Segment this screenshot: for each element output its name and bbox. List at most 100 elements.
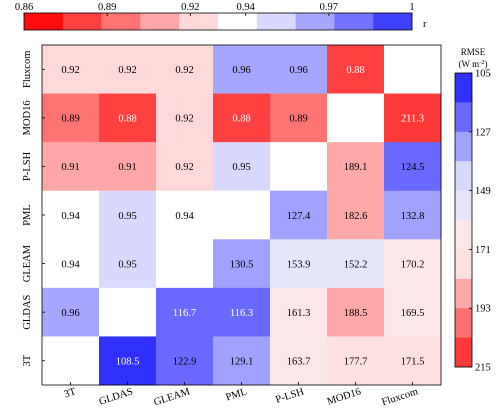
heatmap-cell-value: 163.7: [287, 357, 311, 368]
rmse-colorbar-unit: (W m-2): [458, 59, 487, 69]
heatmap-cell: [327, 45, 385, 94]
heatmap-cell-value: 108.5: [116, 357, 140, 368]
heatmap-cell-value: 0.89: [61, 114, 79, 125]
r-colorbar-label: r: [423, 19, 427, 30]
heatmap-cell: [270, 190, 328, 240]
rmse-colorbar-segment: [455, 337, 472, 368]
heatmap-cell: [156, 93, 214, 143]
rmse-unit-suffix: ): [485, 59, 488, 69]
rmse-colorbar-tick-label: 193: [475, 304, 491, 315]
heatmap-cell-value: 188.5: [344, 308, 368, 319]
rmse-unit-exponent: -2: [479, 59, 484, 66]
rmse-colorbar-tick-label: 215: [475, 363, 491, 374]
heatmap-cell-value: 0.91: [118, 162, 136, 173]
heatmap-cell: [270, 142, 328, 192]
x-axis-tick-label: 3T: [63, 386, 78, 400]
heatmap-cell: [327, 336, 385, 386]
heatmap-cell-value: 0.88: [346, 65, 364, 76]
y-axis-tick-label: GLEAM: [22, 244, 33, 282]
y-axis-tick-label: MOD16: [22, 100, 33, 135]
heatmap-cell-value: 182.6: [344, 211, 368, 222]
heatmap-cell-value: 0.96: [232, 65, 250, 76]
heatmap-cell-value: 189.1: [344, 162, 368, 173]
x-axis-tick-label: Fluxcom: [381, 386, 420, 408]
r-colorbar-segment: [373, 13, 413, 30]
y-axis-tick-label: Fluxcom: [22, 51, 33, 88]
heatmap-cell: [327, 287, 385, 337]
heatmap-cell: [213, 336, 271, 386]
heatmap-cell-value: 0.92: [175, 114, 193, 125]
rmse-colorbar-segment: [455, 190, 472, 221]
heatmap-cell: [270, 93, 328, 143]
heatmap-cell-value: 170.2: [401, 259, 425, 270]
heatmap-cell: [270, 45, 328, 94]
heatmap-cell-value: 177.7: [344, 357, 368, 368]
heatmap-cell-value: 116.3: [230, 308, 253, 319]
heatmap-cell-value: 0.92: [118, 65, 136, 76]
heatmap-cell-value: 0.92: [175, 65, 193, 76]
heatmap-cell: [213, 287, 271, 337]
rmse-colorbar-tick-label: 127: [475, 127, 491, 138]
heatmap-cell: [213, 45, 271, 94]
heatmap-cell: [270, 239, 328, 289]
heatmap-cell-value: 0.91: [61, 162, 79, 173]
heatmap-cell-value: 0.96: [61, 308, 79, 319]
rmse-colorbar-tick-label: 105: [475, 69, 491, 80]
heatmap-cell-value: 132.8: [401, 211, 425, 222]
heatmap-cell: [270, 336, 328, 386]
r-colorbar-segment: [218, 13, 258, 30]
r-colorbar-segment: [62, 13, 102, 30]
rmse-colorbar-segment: [455, 73, 472, 103]
heatmap-cell-value: 152.2: [344, 259, 368, 270]
y-axis-tick-label: P-LSH: [22, 151, 33, 181]
heatmap-cell-value: 0.95: [118, 211, 136, 222]
rmse-colorbar: 105 127 149 171 193 215: [454, 69, 491, 374]
heatmap-value-labels: 0.92 0.92 0.92 0.96 0.96 0.88 0.89 0.88 0.92 0.88…: [61, 65, 424, 367]
heatmap-cells: [41, 44, 442, 386]
heatmap-cell: [327, 93, 385, 143]
heatmap-cell: [384, 239, 442, 289]
heatmap-cell: [213, 93, 271, 143]
r-colorbar-segment: [24, 13, 64, 30]
heatmap-cell-value: 116.7: [173, 308, 196, 319]
heatmap-cell: [156, 287, 214, 337]
r-colorbar-segment: [101, 13, 141, 30]
heatmap-cell: [99, 287, 157, 337]
heatmap-cell-value: 0.95: [232, 162, 250, 173]
heatmap-cell: [156, 190, 214, 240]
heatmap-cell: [384, 142, 442, 192]
r-colorbar-segment: [140, 13, 180, 30]
rmse-colorbar-segment: [455, 220, 472, 250]
rmse-colorbar-tick-label: 171: [475, 245, 491, 256]
r-colorbar-tick-label: 0.92: [181, 2, 199, 13]
heatmap-cell: [270, 287, 328, 337]
heatmap-cell: [42, 336, 100, 386]
heatmap-cell-value: 129.1: [230, 357, 254, 368]
r-colorbar-segment: [256, 13, 296, 30]
heatmap-cell-value: 0.94: [175, 211, 194, 222]
r-colorbar-segment: [179, 13, 219, 30]
heatmap-cell: [213, 142, 271, 192]
heatmap-cell: [42, 45, 100, 94]
heatmap-cell-value: 0.92: [61, 65, 79, 76]
rmse-colorbar-title: RMSE: [461, 47, 486, 57]
heatmap-cell-value: 0.88: [118, 114, 136, 125]
r-colorbar-segment: [295, 13, 335, 30]
heatmap-cell-value: 171.5: [401, 357, 425, 368]
x-axis-tick-label: PML: [224, 386, 248, 403]
r-colorbar-tick-label: 0.86: [15, 2, 33, 13]
rmse-colorbar-segment: [455, 102, 472, 133]
heatmap-cell: [327, 239, 385, 289]
heatmap-cell-value: 124.5: [401, 162, 425, 173]
heatmap-cell: [213, 190, 271, 240]
y-axis-tick-label: GLDAS: [22, 294, 33, 329]
heatmap-cell: [99, 142, 157, 192]
rmse-colorbar-tick-label: 149: [475, 186, 491, 197]
rmse-colorbar-segment: [455, 308, 472, 338]
heatmap-cell-value: 0.94: [61, 211, 80, 222]
r-colorbar-frame: [23, 12, 413, 31]
x-axis-tick-label: GLEAM: [153, 386, 193, 408]
rmse-colorbar-segment: [455, 161, 472, 191]
heatmap-cell-value: 127.4: [287, 211, 311, 222]
x-axis-tick-label: MOD16: [326, 386, 363, 407]
